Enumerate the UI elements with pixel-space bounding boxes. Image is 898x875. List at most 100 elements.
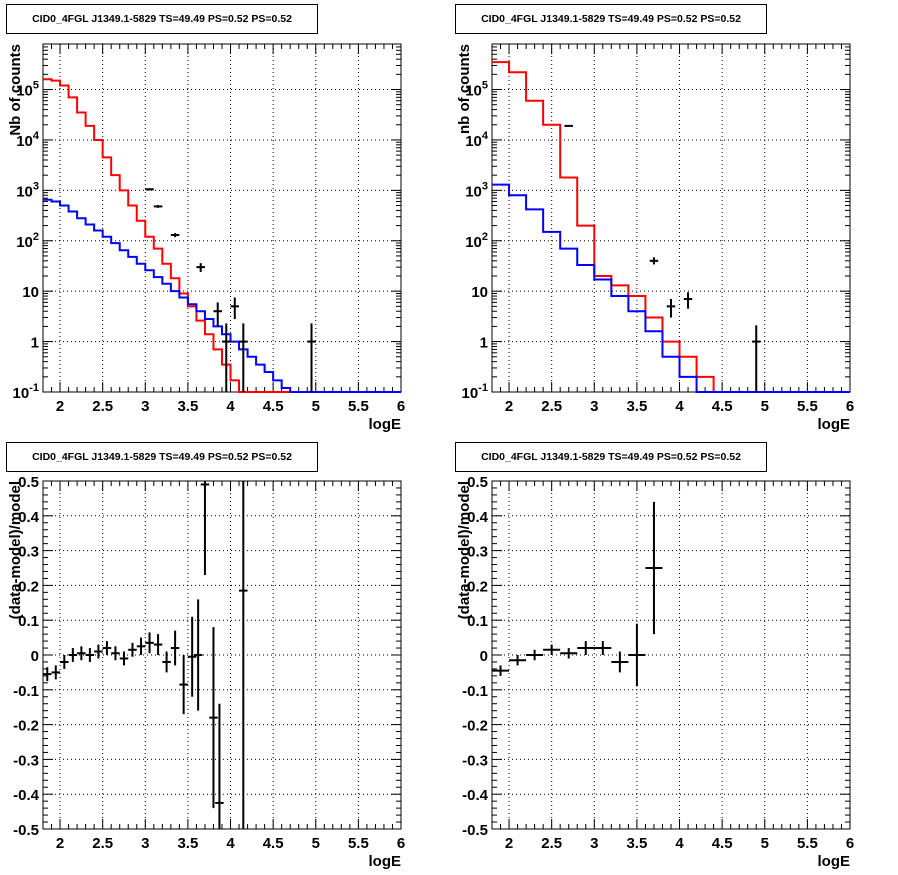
x-tick-label: 4.5 [712,398,733,415]
y-tick-label: -0.4 [462,787,489,804]
y-tick-label: 0.5 [467,474,488,491]
minor-ticks [42,480,402,830]
grid [492,481,850,829]
x-axis-title: logE [818,853,851,870]
data-point [649,257,659,265]
y-tick-label: 104 [16,130,40,150]
model-total-line [43,78,401,393]
panel-title: CID0_4FGL J1349.1-5829 TS=49.49 PS=0.52 … [455,4,767,34]
data-point [162,651,171,673]
data-point [230,297,240,320]
x-tick-label: 2.5 [92,835,113,852]
y-tick-label: -0.3 [462,752,488,769]
y-tick-label: 105 [465,80,488,100]
x-tick-label: 2 [505,835,513,852]
x-tick-label: 4 [226,398,235,415]
x-axis-title: logE [369,853,402,870]
y-tick-label: -0.3 [13,752,39,769]
x-tick-label: 3 [141,835,149,852]
x-tick-label: 6 [846,398,854,415]
data-points [145,188,316,392]
data-point [170,630,180,666]
y-tick-label: 0.4 [467,509,489,526]
data-point [145,632,154,654]
data-point [51,665,61,680]
y-tick-label: -0.4 [13,787,40,804]
x-tick-label: 3 [590,835,598,852]
data-point [543,644,561,655]
y-tick-label: 0.2 [467,578,488,595]
data-point [577,641,595,655]
data-point [136,637,146,655]
y-tick-label: 0 [31,648,39,665]
data-point [196,263,205,273]
y-tick-label: 0.3 [467,544,488,561]
y-tick-label: 105 [16,80,39,100]
counts-chart-left: 2 2.5 3 3.5 4 4.5 5 5.5 6 10-1 1 10 102 103 104 105 logE… [7,43,405,433]
data-point [213,302,222,327]
data-point [102,641,112,655]
x-tick-label: 5 [761,398,769,415]
data-point [209,627,218,809]
x-tick-label: 3.5 [626,398,647,415]
data-point [145,188,154,191]
x-tick-label: 2.5 [92,398,113,415]
data-point [187,616,197,697]
data-point [77,646,86,661]
data-point [215,703,224,829]
y-tick-label: 104 [465,130,489,150]
plot-frame [491,43,851,393]
counts-panel-right: CID0_4FGL J1349.1-5829 TS=49.49 PS=0.52 … [449,0,898,438]
data-point [153,205,163,208]
residual-panel-left: CID0_4FGL J1349.1-5829 TS=49.49 PS=0.52 … [0,438,449,875]
data-points [43,481,248,829]
data-point [509,655,527,666]
grid [43,44,401,392]
y-axis-title: (data-model)/model [456,481,473,619]
x-tick-label: 5 [312,835,320,852]
y-tick-label: 103 [16,180,39,200]
residual-panel-right: CID0_4FGL J1349.1-5829 TS=49.49 PS=0.52 … [449,438,898,875]
x-tick-label: 5.5 [348,398,369,415]
data-point [119,651,129,666]
y-tick-label: 103 [465,180,488,200]
data-point [564,124,573,127]
y-axis-title: nb of counts [456,44,473,134]
x-tick-label: 4 [226,835,235,852]
panel-title: CID0_4FGL J1349.1-5829 TS=49.49 PS=0.52 … [6,442,318,472]
data-point [594,641,612,655]
data-points [564,124,761,392]
residual-chart-right: 2 2.5 3 3.5 4 4.5 5 5.5 6 -0.5 -0.4 -0.3 -0.2 -0.1 0 0.… [456,474,854,870]
grid [492,44,850,392]
x-tick-label: 5 [312,398,320,415]
x-tick-label: 5.5 [348,835,369,852]
y-tick-label: -0.5 [462,822,488,839]
y-tick-label: -0.1 [13,683,39,700]
y-tick-label: -0.1 [462,683,488,700]
data-point [128,642,137,657]
x-tick-label: 3 [590,398,598,415]
minor-ticks [42,43,402,393]
data-point [179,655,188,715]
data-point [645,501,663,635]
data-point [492,665,510,676]
data-point [683,292,693,309]
data-point [239,481,248,829]
data-point [85,648,95,662]
y-tick-label: -0.2 [13,718,39,735]
data-point [153,634,163,655]
data-point [222,323,231,392]
residual-chart-left: 2 2.5 3 3.5 4 4.5 5 5.5 6 -0.5 -0.4 -0.3 -0.2 -0.1 0 0.… [7,474,405,870]
counts-panel-left: CID0_4FGL J1349.1-5829 TS=49.49 PS=0.52 … [0,0,449,438]
data-point [239,323,248,392]
y-tick-label: 102 [16,231,39,251]
x-tick-label: 4.5 [712,835,733,852]
y-tick-label: 0.1 [467,613,488,630]
x-tick-label: 4 [675,398,684,415]
x-tick-label: 2 [56,398,64,415]
data-points [492,501,663,687]
data-point [628,623,646,687]
y-axis-title: (data-model)/model [7,481,24,619]
x-axis-title: logE [818,416,851,433]
data-point [666,298,676,318]
